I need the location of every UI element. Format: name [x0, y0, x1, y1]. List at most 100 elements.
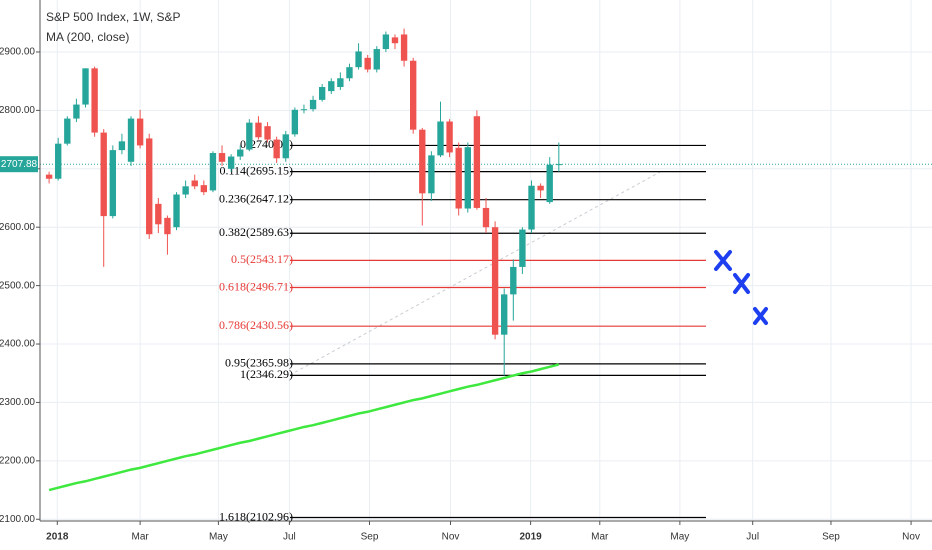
- candle-body: [437, 121, 444, 156]
- axes: 2100.00 2200.00 2300.00 2400.00 2500.00 2600.…: [0, 47, 920, 543]
- candle-body: [537, 185, 544, 191]
- x-markers: [714, 250, 768, 325]
- candle-body: [209, 153, 217, 191]
- fib-label: 0.618(2496.71): [219, 279, 293, 293]
- candle-body: [364, 57, 371, 70]
- fib-label: 1.618(2102.96): [219, 509, 293, 523]
- candle-body: [237, 149, 244, 157]
- candle-body: [164, 217, 171, 235]
- candle-body: [346, 67, 353, 79]
- x-marker: [753, 307, 768, 325]
- candle-body: [464, 147, 471, 209]
- chart-title: S&P 500 Index, 1W, S&P: [46, 10, 181, 24]
- candle-body: [355, 51, 362, 68]
- candle-body: [136, 118, 144, 146]
- candle-body: [337, 78, 344, 88]
- x-marker: [714, 250, 732, 271]
- x-tick-label: May: [209, 532, 228, 543]
- candle-body: [55, 143, 62, 179]
- x-tick-label: 2018: [46, 532, 69, 543]
- y-tick-label: 2800.00: [0, 105, 35, 116]
- y-tick-label: 2400.00: [0, 339, 35, 350]
- ma-line: [48, 363, 560, 492]
- candle-body: [491, 227, 499, 335]
- y-tick-label: 2900.00: [0, 47, 35, 58]
- fib-label: 0.5(2543.17): [231, 252, 293, 266]
- candle-body: [273, 139, 280, 159]
- candle-body: [519, 229, 526, 267]
- x-tick-label: Mar: [591, 532, 609, 543]
- x-tick-label: Sep: [361, 532, 379, 543]
- candle-body: [264, 126, 271, 140]
- candle-body: [428, 155, 435, 194]
- x-marker: [733, 273, 750, 294]
- candle-body: [64, 118, 71, 144]
- candle-body: [546, 164, 553, 203]
- x-tick-label: Nov: [902, 532, 920, 543]
- candle-body: [555, 164, 563, 166]
- fib-label: 0.382(2589.63): [219, 225, 293, 239]
- candle-body: [482, 207, 490, 228]
- candle-body: [300, 109, 308, 111]
- candle-body: [191, 180, 198, 187]
- x-tick-label: Sep: [822, 532, 840, 543]
- candle-body: [446, 121, 453, 153]
- candle-body: [227, 156, 235, 169]
- candle-body: [291, 109, 299, 135]
- candle-body: [282, 134, 289, 159]
- y-tick-label: 2500.00: [0, 280, 35, 291]
- candle-body: [455, 147, 462, 209]
- candle-body: [182, 186, 189, 195]
- x-tick-label: 2019: [519, 532, 542, 543]
- x-tick-label: Mar: [132, 532, 150, 543]
- candle-body: [419, 129, 426, 194]
- y-tick-label: 2600.00: [0, 222, 35, 233]
- candle-body: [400, 34, 408, 61]
- candle-body: [73, 104, 80, 119]
- x-tick-label: Jul: [283, 532, 296, 543]
- candle-body: [45, 174, 53, 179]
- candle-body: [218, 153, 226, 162]
- candle-body: [409, 60, 417, 130]
- candle-body: [155, 203, 162, 225]
- y-tick-label: 2100.00: [0, 514, 35, 525]
- candle-body: [373, 49, 380, 70]
- candle-body: [146, 138, 153, 235]
- last-price-box: [0, 156, 38, 173]
- candle-body: [318, 87, 326, 100]
- indicator-label: MA (200, close): [46, 30, 129, 44]
- x-tick-label: Nov: [442, 532, 460, 543]
- candle-body: [382, 34, 390, 50]
- fib-label: 1(2346.29): [240, 367, 293, 381]
- fib-label: 0.95(2365.98): [225, 356, 293, 370]
- candle-body: [255, 122, 262, 138]
- fib-label: 0.236(2647.12): [219, 191, 293, 205]
- candle-body: [391, 37, 399, 44]
- marks: 0(2740.00)0.114(2695.15)0.236(2647.12)0.…: [45, 28, 706, 523]
- candle-body: [109, 150, 117, 217]
- candle-body: [510, 266, 517, 295]
- candle-body: [127, 118, 135, 162]
- candle-body: [82, 68, 89, 105]
- candle-body: [328, 81, 335, 92]
- fib-label: 0.114(2695.15): [219, 163, 293, 177]
- fib-label: 0.786(2430.56): [219, 318, 293, 332]
- candle-body: [173, 194, 180, 228]
- candle-body: [100, 132, 107, 217]
- candle-body: [528, 185, 535, 230]
- candle-body: [473, 116, 481, 208]
- last-price-label: 2707.88: [1, 159, 38, 170]
- candle-body: [91, 68, 98, 133]
- trend-line: [289, 171, 661, 376]
- x-tick-label: May: [670, 532, 689, 543]
- candle-body: [246, 122, 253, 150]
- x-tick-label: Jul: [746, 532, 759, 543]
- candle-body: [309, 99, 317, 110]
- candle-body: [501, 294, 508, 335]
- y-tick-label: 2200.00: [0, 455, 35, 466]
- y-tick-label: 2300.00: [0, 397, 35, 408]
- candle-body: [118, 141, 126, 151]
